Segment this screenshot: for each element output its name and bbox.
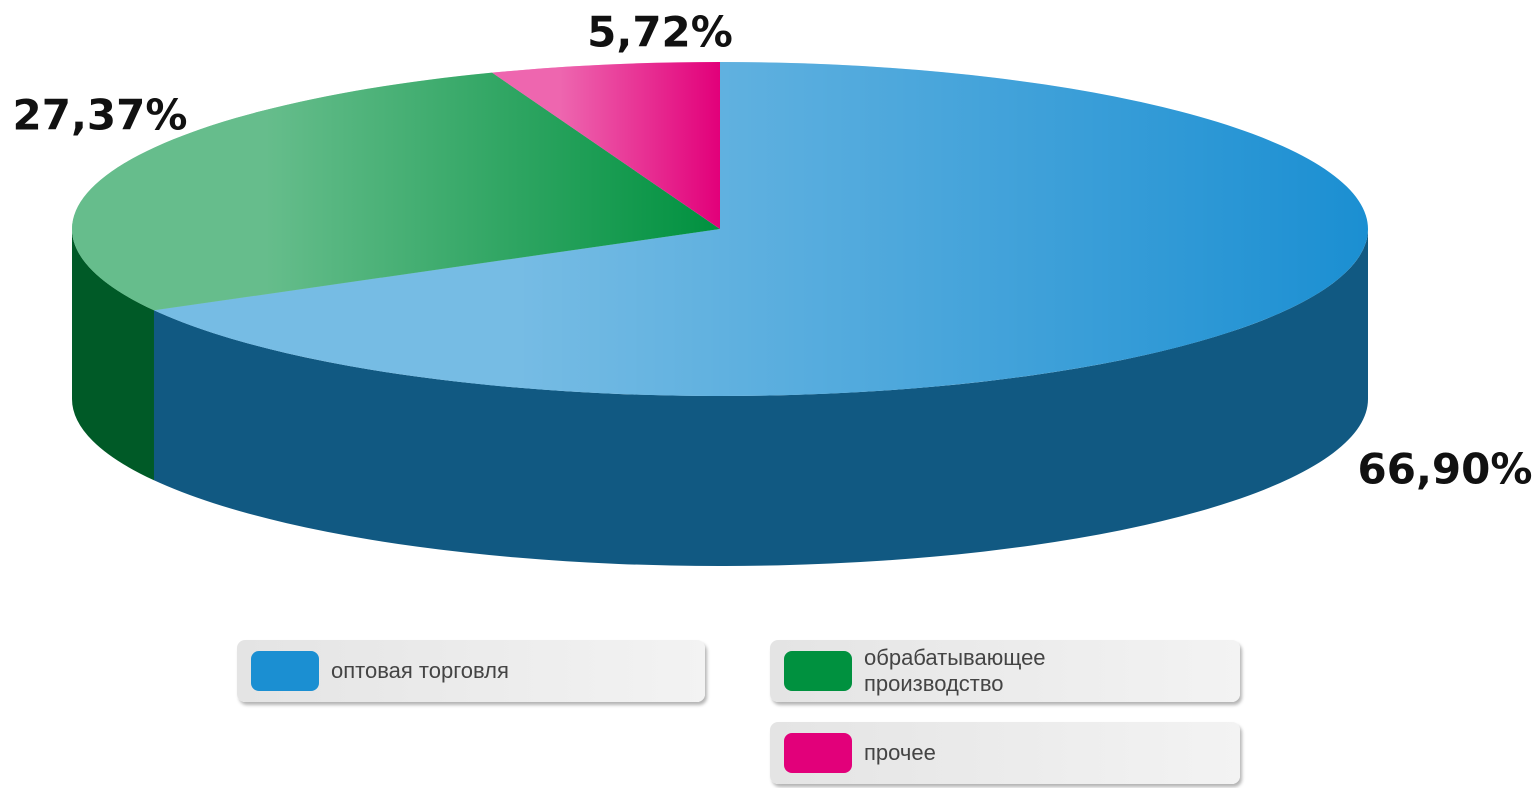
- legend-label: оптовая торговля: [331, 658, 509, 683]
- data-label: 27,37%: [13, 91, 188, 140]
- legend-item: прочее: [770, 722, 1240, 784]
- data-label: 66,90%: [1358, 445, 1533, 494]
- slice-side: [153, 229, 1368, 567]
- legend-item: оптовая торговля: [237, 640, 705, 702]
- data-label: 5,72%: [587, 8, 733, 57]
- legend-label: обрабатывающее производство: [864, 645, 1046, 696]
- legend-label: прочее: [864, 740, 936, 765]
- legend-item: обрабатывающее производство: [770, 640, 1240, 702]
- legend-swatch: [784, 733, 852, 773]
- slice-shine: [72, 72, 720, 311]
- slice-side: [72, 229, 154, 481]
- slice-shine: [153, 62, 1368, 396]
- legend-swatch: [251, 651, 319, 691]
- legend-swatch: [784, 651, 852, 691]
- slice-shine: [492, 62, 720, 229]
